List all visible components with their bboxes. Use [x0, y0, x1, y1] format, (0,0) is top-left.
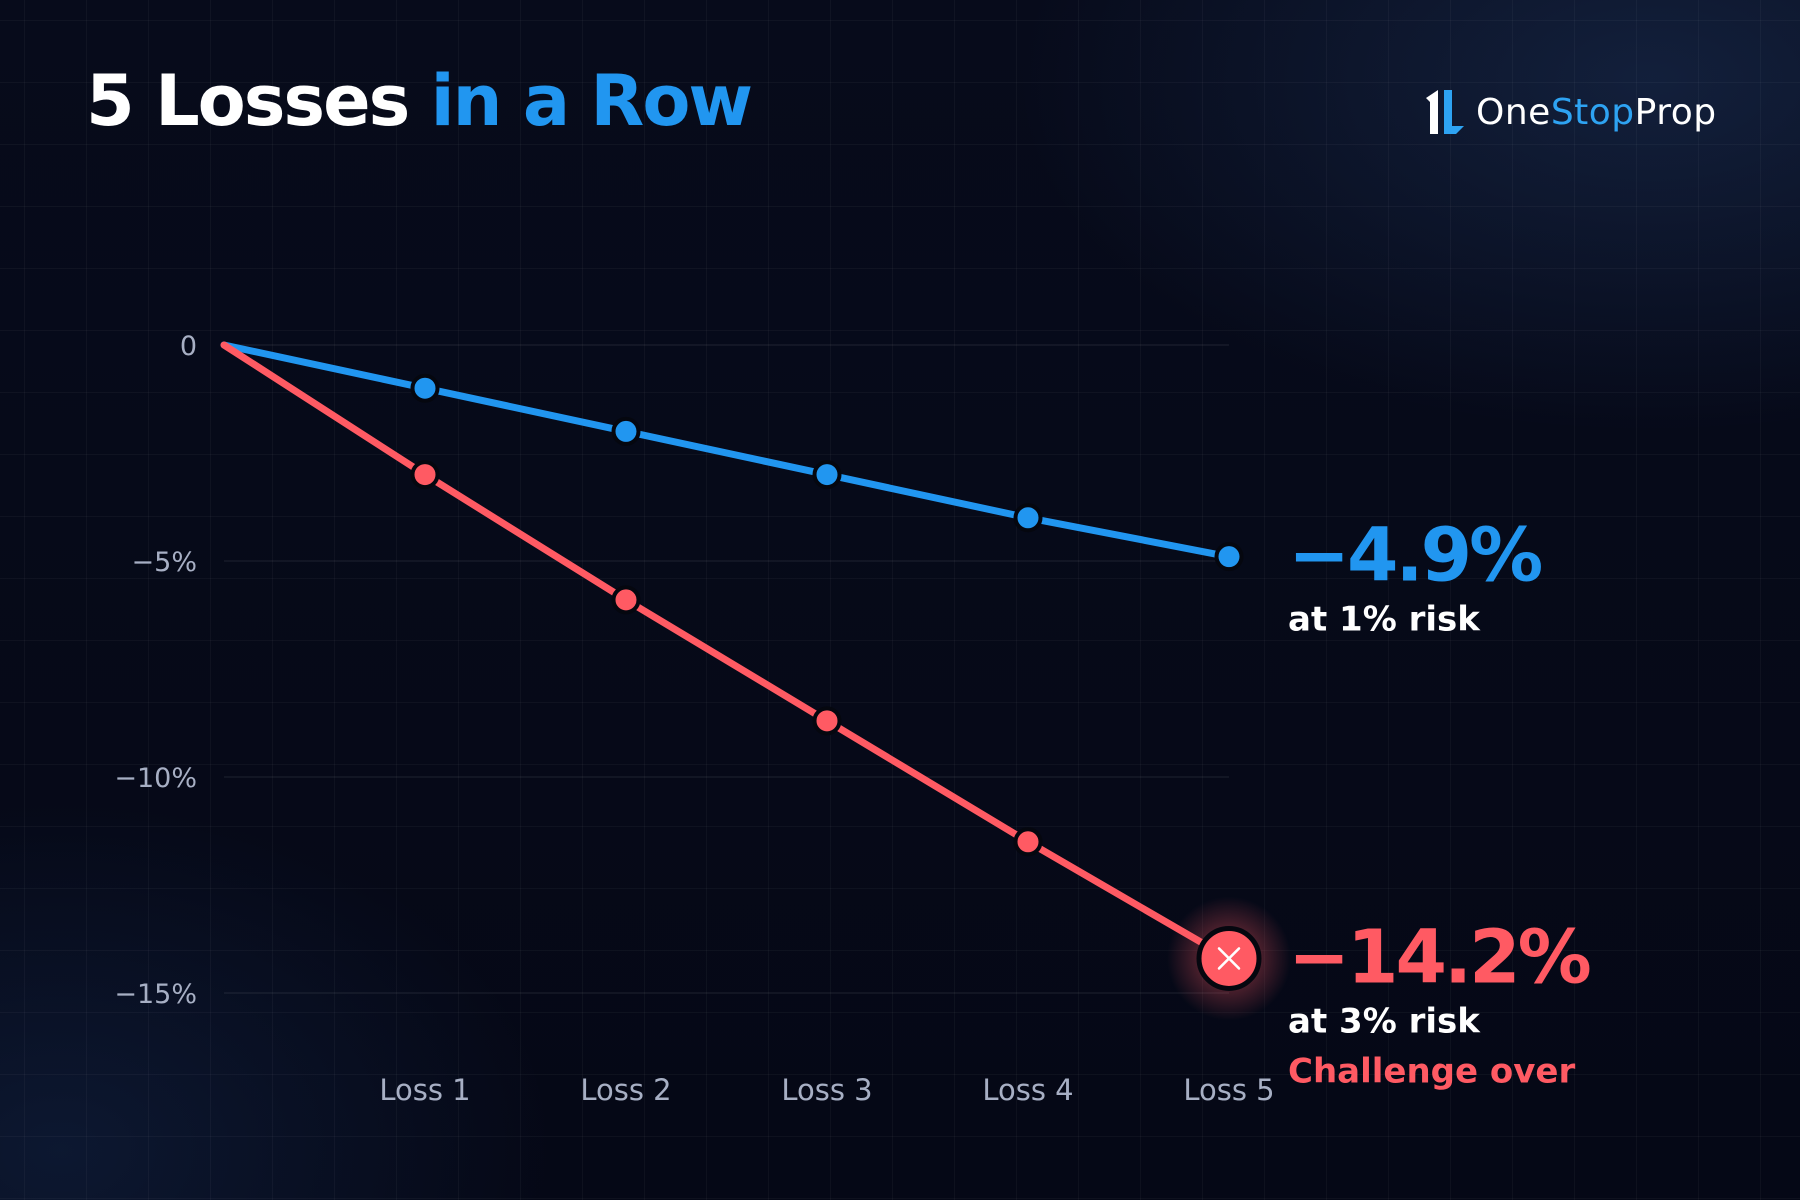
x-tick-label: Loss 4 [982, 1073, 1073, 1107]
onestopprop-logo-icon [1426, 90, 1464, 134]
brand-name-part3: Prop [1634, 91, 1717, 133]
y-gridlines [224, 344, 1229, 994]
y-axis: 0 −5% −10% −15% [114, 331, 197, 1010]
y-tick-label: −15% [114, 979, 197, 1010]
data-point-1-3 [812, 706, 842, 736]
x-tick-label: Loss 2 [580, 1073, 671, 1107]
x-tick-label: Loss 5 [1183, 1073, 1274, 1107]
title-part-white: 5 Losses [86, 60, 410, 142]
brand-name-part2: Stop [1550, 91, 1635, 133]
data-point-0-2 [611, 416, 641, 446]
y-tick-label: −5% [132, 547, 197, 578]
end-note-label: Challenge over [1288, 1051, 1575, 1091]
x-tick-label: Loss 3 [781, 1073, 872, 1107]
brand-name: OneStopProp [1476, 92, 1717, 133]
data-point-1-4 [1013, 827, 1043, 857]
data-point-0-1 [410, 373, 440, 403]
end-labels: −4.9%at 1% risk −14.2%at 3% risk Challenge… [1288, 513, 1593, 1092]
data-point-0-3 [812, 460, 842, 490]
data-point-1-1 [410, 460, 440, 490]
series-lines [220, 341, 1233, 962]
end-sub-label: at 1% risk [1288, 600, 1481, 640]
brand-logo: OneStopProp [1420, 84, 1717, 140]
y-tick-label: −10% [114, 763, 197, 794]
end-sub-label: at 3% risk [1288, 1001, 1481, 1041]
series-points [410, 373, 1291, 1021]
chart-title: 5 Losses in a Row [86, 66, 753, 136]
x-axis: Loss 1 Loss 2 Loss 3 Loss 4 Loss 5 [379, 1073, 1274, 1107]
end-value-label: −4.9% [1288, 513, 1541, 599]
data-point-0-5 [1214, 542, 1244, 572]
series-line-1 [220, 341, 1233, 962]
title-part-blue: in a Row [430, 60, 753, 142]
x-tick-label: Loss 1 [379, 1073, 470, 1107]
end-value-label: −14.2% [1288, 914, 1590, 1000]
data-point-0-4 [1013, 503, 1043, 533]
brand-name-part1: One [1476, 91, 1551, 133]
series-line-0 [220, 341, 1233, 561]
data-point-1-2 [611, 585, 641, 615]
x-icon [1217, 947, 1241, 970]
y-tick-label: 0 [180, 331, 197, 362]
